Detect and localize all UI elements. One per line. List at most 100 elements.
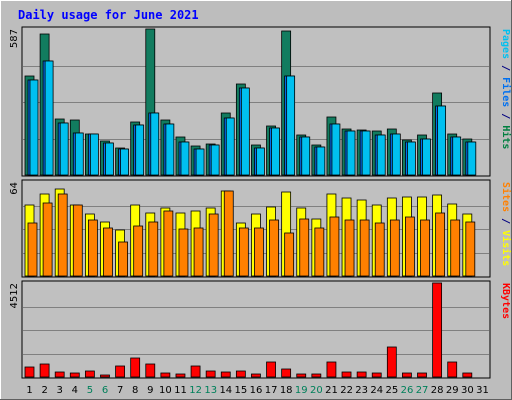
bar-kbytes-day-11 bbox=[175, 373, 186, 378]
legend-entry: Hits bbox=[500, 125, 512, 149]
bar-sites-day-28 bbox=[435, 212, 446, 277]
bar-pages-day-26 bbox=[407, 141, 416, 176]
bar-kbytes-day-7 bbox=[115, 365, 125, 378]
bar-kbytes-day-28 bbox=[432, 282, 443, 378]
bar-kbytes-day-18 bbox=[281, 368, 292, 378]
bar-sites-day-2 bbox=[42, 202, 53, 277]
bar-kbytes-day-25 bbox=[386, 346, 397, 378]
x-tick-label: 26 bbox=[401, 385, 414, 396]
bar-kbytes-day-27 bbox=[417, 372, 427, 378]
bar-sites-day-20 bbox=[314, 227, 325, 277]
x-tick-label: 15 bbox=[235, 385, 248, 396]
legend-entry: / bbox=[500, 59, 511, 77]
x-tick-label: 9 bbox=[147, 385, 153, 396]
bar-sites-day-16 bbox=[254, 227, 264, 277]
bar-pages-day-3 bbox=[59, 122, 69, 176]
plot-area bbox=[21, 280, 491, 379]
bar-kbytes-day-24 bbox=[371, 372, 382, 378]
y-max-label: 4512 bbox=[9, 283, 20, 308]
bar-pages-day-25 bbox=[391, 133, 401, 176]
bar-pages-day-18 bbox=[286, 75, 296, 176]
bar-sites-day-6 bbox=[103, 227, 113, 277]
bar-sites-day-3 bbox=[57, 193, 68, 277]
chart-panels: 587 Pages / Files / Hits 64 Sites / Visits 4… bbox=[9, 26, 512, 379]
x-tick-label: 12 bbox=[189, 385, 202, 396]
x-tick-label: 3 bbox=[57, 385, 63, 396]
bar-pages-day-27 bbox=[422, 138, 431, 176]
bar-sites-day-26 bbox=[405, 216, 415, 277]
bar-sites-day-11 bbox=[178, 228, 189, 277]
bar-kbytes-day-15 bbox=[235, 370, 246, 378]
x-tick-label: 31 bbox=[476, 385, 489, 396]
x-tick-label: 2 bbox=[41, 385, 47, 396]
x-tick-label: 30 bbox=[461, 385, 474, 396]
bar-kbytes-day-6 bbox=[100, 374, 110, 378]
bar-pages-day-2 bbox=[44, 60, 54, 176]
bar-pages-day-9 bbox=[150, 112, 160, 176]
bar-kbytes-day-21 bbox=[326, 361, 337, 378]
bar-kbytes-day-13 bbox=[205, 370, 216, 378]
bar-pages-day-6 bbox=[105, 142, 114, 176]
bar-sites-day-22 bbox=[344, 219, 355, 277]
bar-pages-day-22 bbox=[346, 130, 356, 176]
x-tick-label: 29 bbox=[446, 385, 459, 396]
bar-pages-day-12 bbox=[195, 148, 205, 176]
bar-pages-day-23 bbox=[361, 130, 371, 176]
bar-sites-day-5 bbox=[87, 219, 98, 277]
bar-sites-day-12 bbox=[193, 227, 204, 277]
bar-sites-day-19 bbox=[299, 218, 310, 277]
x-tick-label: 27 bbox=[416, 385, 429, 396]
bar-pages-day-16 bbox=[256, 147, 265, 176]
bar-sites-day-9 bbox=[148, 221, 159, 277]
bar-sites-day-18 bbox=[284, 232, 295, 277]
bar-pages-day-28 bbox=[437, 105, 447, 176]
legend-entry: / bbox=[500, 107, 511, 125]
chart-title: Daily usage for June 2021 bbox=[18, 8, 199, 22]
bar-kbytes-day-19 bbox=[296, 373, 307, 378]
bar-kbytes-day-12 bbox=[190, 365, 201, 378]
bar-sites-day-7 bbox=[118, 241, 128, 277]
bar-sites-day-15 bbox=[238, 227, 249, 277]
bar-pages-day-10 bbox=[165, 123, 175, 176]
bar-sites-day-8 bbox=[133, 225, 144, 277]
bar-kbytes-day-2 bbox=[39, 363, 50, 378]
bar-pages-day-8 bbox=[135, 124, 145, 176]
bar-pages-day-4 bbox=[74, 132, 84, 176]
bar-sites-day-1 bbox=[27, 222, 38, 277]
x-tick-label: 22 bbox=[340, 385, 353, 396]
bar-kbytes-day-1 bbox=[24, 366, 35, 378]
bar-kbytes-day-30 bbox=[462, 372, 473, 378]
bar-sites-day-29 bbox=[450, 219, 461, 277]
x-tick-label: 19 bbox=[295, 385, 308, 396]
bar-sites-day-17 bbox=[269, 219, 279, 277]
bar-kbytes-day-14 bbox=[220, 371, 231, 378]
legend-label: Sites / Visits bbox=[500, 182, 512, 266]
bar-kbytes-day-22 bbox=[341, 371, 352, 378]
bar-pages-day-11 bbox=[180, 141, 190, 176]
x-tick-label: 25 bbox=[386, 385, 399, 396]
x-tick-label: 21 bbox=[325, 385, 338, 396]
bar-sites-day-23 bbox=[359, 219, 370, 277]
panel-visits-sites: 64 Sites / Visits bbox=[9, 179, 512, 278]
bar-sites-day-14 bbox=[223, 190, 234, 277]
bar-sites-day-13 bbox=[208, 213, 219, 277]
x-tick-label: 28 bbox=[431, 385, 444, 396]
bar-pages-day-14 bbox=[225, 117, 235, 176]
bar-kbytes-day-29 bbox=[447, 361, 458, 378]
bar-sites-day-30 bbox=[465, 221, 476, 277]
bar-sites-day-27 bbox=[420, 219, 430, 277]
legend-label: KBytes bbox=[500, 283, 511, 319]
bar-pages-day-5 bbox=[89, 133, 99, 176]
y-max-label: 587 bbox=[9, 29, 20, 48]
bar-sites-day-10 bbox=[163, 210, 174, 277]
bar-pages-day-24 bbox=[376, 134, 386, 176]
bar-pages-day-21 bbox=[331, 123, 341, 176]
bar-sites-day-4 bbox=[72, 204, 83, 277]
x-tick-label: 10 bbox=[159, 385, 172, 396]
legend-entry: Files bbox=[500, 77, 512, 107]
x-tick-labels: 1 2 3 4 5 6 7 8 9 10 11 12 13 14 15 16 17 18 19 20 21 22 23 24 2… bbox=[26, 385, 488, 396]
bar-kbytes-day-10 bbox=[160, 372, 171, 378]
x-tick-label: 18 bbox=[280, 385, 293, 396]
bar-pages-day-19 bbox=[301, 136, 311, 176]
